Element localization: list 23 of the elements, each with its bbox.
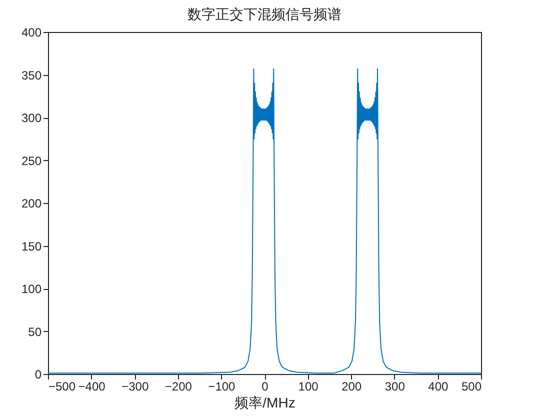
x-tick-label: −400 [78,380,106,394]
chart-title: 数字正交下混频信号频谱 [188,6,342,22]
x-axis-title: 频率/MHz [234,394,296,410]
x-tick-label: 0 [262,380,269,394]
line-series [48,68,481,374]
y-tick-label: 50 [28,324,42,339]
y-tick-label: 0 [34,368,42,382]
x-tick-label: −500 [48,380,76,394]
y-tick-label: 350 [21,68,42,82]
x-tick-label: 200 [342,380,362,394]
y-tick-label: 250 [21,154,42,168]
x-tick-label: −100 [208,380,236,394]
y-tick-label: 200 [21,196,42,210]
x-tick-label: −200 [164,380,192,394]
x-tick-label: 300 [384,380,406,394]
x-tick-label: 500 [461,380,482,394]
y-tick-label: 150 [21,239,42,254]
x-tick-label: −300 [122,380,149,394]
y-tick-label: 300 [21,111,42,125]
x-tick-label: 400 [428,380,449,394]
y-tick-label: 400 [21,26,42,40]
x-tick-label: 100 [298,380,319,394]
y-tick-label: 100 [21,282,42,296]
